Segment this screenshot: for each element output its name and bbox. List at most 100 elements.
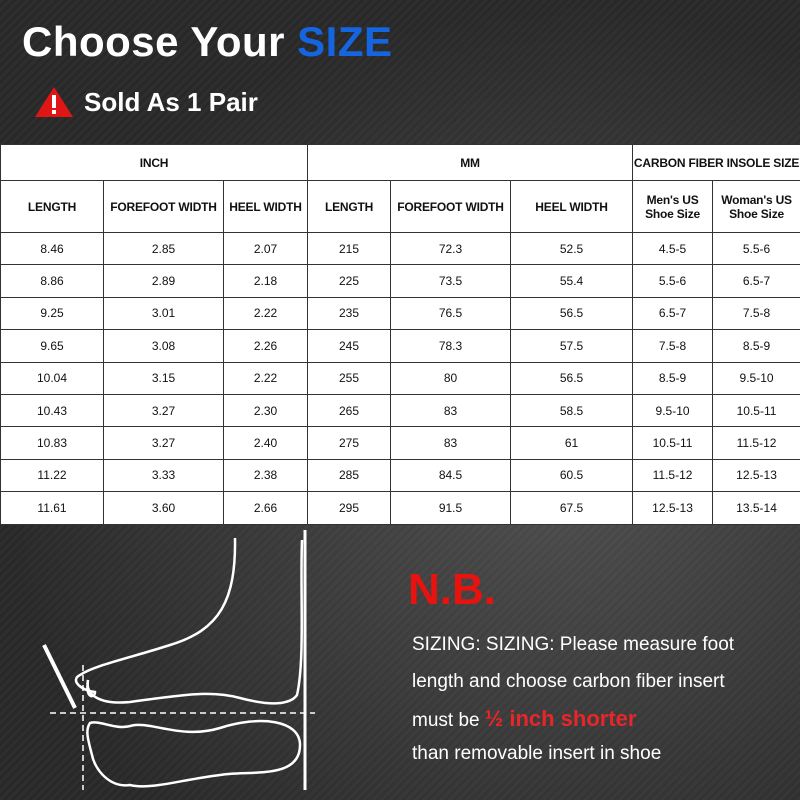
table-cell: 235 <box>307 296 392 331</box>
column-header: Woman's US Shoe Size <box>712 180 800 233</box>
table-cell: 55.4 <box>510 264 634 298</box>
table-cell: 56.5 <box>510 361 634 395</box>
table-cell: 78.3 <box>390 329 512 363</box>
table-cell: 4.5-5 <box>632 231 714 266</box>
table-cell: 2.26 <box>222 329 309 363</box>
table-row: 10.04 3.15 2.22 255 80 56.5 8.5-9 9.5-10 <box>0 361 800 395</box>
table-row: 8.86 2.89 2.18 225 73.5 55.4 5.5-6 6.5-7 <box>0 264 800 298</box>
table-cell: 9.5-10 <box>632 393 714 428</box>
table-cell: 265 <box>307 393 392 428</box>
note-line: SIZING: SIZING: Please measure foot <box>412 634 735 655</box>
table-cell: 215 <box>307 231 392 266</box>
table-cell: 72.3 <box>390 231 512 266</box>
table-cell: 2.22 <box>222 296 309 331</box>
table-cell: 2.38 <box>222 458 309 493</box>
table-cell: 11.5-12 <box>712 426 800 460</box>
table-cell: 255 <box>307 361 392 395</box>
table-row: 10.83 3.27 2.40 275 83 61 10.5-11 11.5-12 <box>0 426 800 460</box>
column-header: LENGTH <box>307 180 392 233</box>
column-header: Men's US Shoe Size <box>632 180 714 233</box>
pencil-icon <box>42 644 77 709</box>
table-cell: 11.5-12 <box>632 458 714 493</box>
table-cell: 8.46 <box>0 231 104 266</box>
table-cell: 8.86 <box>0 264 104 298</box>
subtitle: Sold As 1 Pair <box>34 86 258 118</box>
table-cell: 3.15 <box>103 361 224 395</box>
table-cell: 9.5-10 <box>712 361 800 395</box>
table-cell: 76.5 <box>390 296 512 331</box>
table-row: 11.22 3.33 2.38 285 84.5 60.5 11.5-12 12.5-13 <box>0 458 800 493</box>
table-cell: 9.25 <box>0 296 104 331</box>
table-cell: 2.07 <box>222 231 309 266</box>
column-header: HEEL WIDTH <box>222 180 309 233</box>
group-header: CARBON FIBER INSOLE SIZE <box>632 144 800 181</box>
table-cell: 275 <box>307 426 392 460</box>
table-cell: 2.22 <box>222 361 309 395</box>
table-cell: 13.5-14 <box>712 491 800 525</box>
table-cell: 67.5 <box>510 491 634 525</box>
column-header: FOREFOOT WIDTH <box>103 180 224 233</box>
foot-sole-outline <box>86 719 302 788</box>
table-cell: 10.04 <box>0 361 104 395</box>
table-cell: 8.5-9 <box>632 361 714 395</box>
table-cell: 2.40 <box>222 426 309 460</box>
table-row: 9.25 3.01 2.22 235 76.5 56.5 6.5-7 7.5-8 <box>0 296 800 331</box>
table-cell: 10.83 <box>0 426 104 460</box>
table-cell: 60.5 <box>510 458 634 493</box>
table-cell: 84.5 <box>390 458 512 493</box>
table-cell: 2.66 <box>222 491 309 525</box>
foot-side-outline <box>74 537 237 698</box>
note-line: must be ½ inch shorter <box>412 706 636 732</box>
table-cell: 245 <box>307 329 392 363</box>
note-heading: N.B. <box>408 565 496 614</box>
table-cell: 8.5-9 <box>712 329 800 363</box>
table-cell: 285 <box>307 458 392 493</box>
title-text: Choose Your <box>22 18 298 65</box>
table-cell: 12.5-13 <box>632 491 714 525</box>
note-line: than removable insert in shoe <box>412 743 662 764</box>
table-cell: 2.89 <box>103 264 224 298</box>
table-cell: 3.08 <box>103 329 224 363</box>
column-header: LENGTH <box>0 180 104 233</box>
group-header: INCH <box>0 144 309 181</box>
table-cell: 3.60 <box>103 491 224 525</box>
table-cell: 10.5-11 <box>712 393 800 428</box>
column-header: HEEL WIDTH <box>510 180 634 233</box>
size-chart-table: INCH MM CARBON FIBER INSOLE SIZE LENGTH F… <box>0 144 800 525</box>
table-cell: 91.5 <box>390 491 512 525</box>
table-cell: 2.30 <box>222 393 309 428</box>
note-line: length and choose carbon fiber insert <box>412 671 725 692</box>
table-cell: 3.01 <box>103 296 224 331</box>
note-text: must be <box>412 710 485 731</box>
table-cell: 58.5 <box>510 393 634 428</box>
subtitle-text: Sold As 1 Pair <box>84 86 258 117</box>
table-cell: 56.5 <box>510 296 634 331</box>
table-cell: 3.27 <box>103 393 224 428</box>
table-row: 11.61 3.60 2.66 295 91.5 67.5 12.5-13 13.5-14 <box>0 491 800 525</box>
table-cell: 83 <box>390 393 512 428</box>
table-cell: 57.5 <box>510 329 634 363</box>
table-cell: 9.65 <box>0 329 104 363</box>
table-cell: 5.5-6 <box>712 231 800 266</box>
table-cell: 295 <box>307 491 392 525</box>
table-cell: 6.5-7 <box>632 296 714 331</box>
table-cell: 73.5 <box>390 264 512 298</box>
table-cell: 7.5-8 <box>712 296 800 331</box>
table-cell: 3.33 <box>103 458 224 493</box>
table-cell: 83 <box>390 426 512 460</box>
table-cell: 52.5 <box>510 231 634 266</box>
note-emphasis: ½ inch shorter <box>484 706 637 731</box>
table-cell: 2.85 <box>103 231 224 266</box>
table-cell: 12.5-13 <box>712 458 800 493</box>
table-cell: 10.5-11 <box>632 426 714 460</box>
table-cell: 61 <box>510 426 634 460</box>
table-cell: 80 <box>390 361 512 395</box>
table-cell: 11.22 <box>0 458 104 493</box>
foot-measurement-illustration <box>42 530 315 790</box>
table-cell: 11.61 <box>0 491 104 525</box>
page-title: Choose Your SIZE <box>22 18 393 66</box>
table-cell: 7.5-8 <box>632 329 714 363</box>
table-cell: 225 <box>307 264 392 298</box>
table-cell: 5.5-6 <box>632 264 714 298</box>
